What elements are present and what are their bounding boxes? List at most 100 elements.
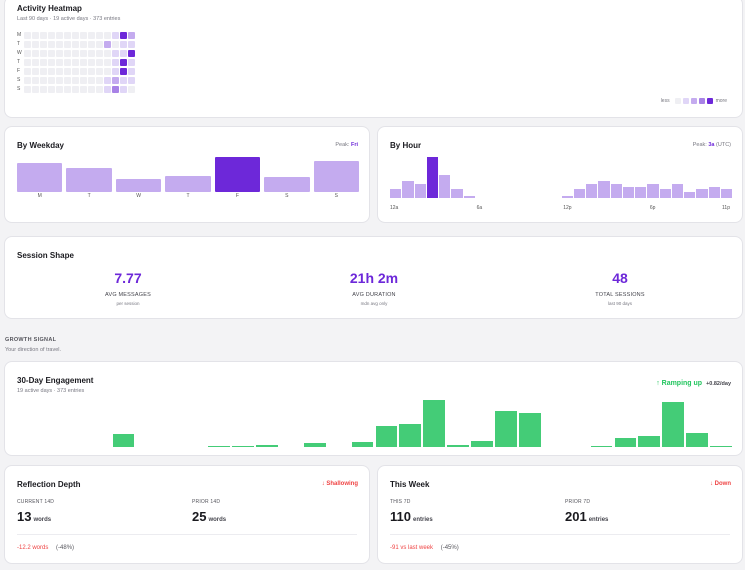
this-week-card: This Week ↓ Down THIS 7D 110 entries PRIO… <box>377 465 743 564</box>
heatmap-cell <box>96 76 103 84</box>
stat-total-sessions: 48 TOTAL SESSIONS last 90 days <box>497 270 743 306</box>
heatmap-cell <box>56 76 63 84</box>
hour-peak-suffix: (UTC) <box>716 142 731 148</box>
delta-value: -12.2 words <box>17 545 49 551</box>
heatmap-cell <box>48 67 55 75</box>
engagement-trend: ↑ Ramping up +0.82/day <box>656 380 731 387</box>
heatmap-cell <box>120 40 127 48</box>
delta-value: -91 vs last week <box>390 545 434 551</box>
hour-bar <box>684 191 696 198</box>
hour-bar <box>451 188 463 198</box>
reflection-prior: PRIOR 14D 25 words <box>192 499 226 524</box>
legend-cell <box>706 98 713 104</box>
heatmap-legend: less more <box>658 98 730 104</box>
heatmap-cell <box>128 58 135 66</box>
heatmap-title: Activity Heatmap <box>17 4 82 13</box>
heatmap-cell <box>64 67 71 75</box>
heatmap-cell <box>48 58 55 66</box>
heatmap-cell <box>64 49 71 57</box>
heatmap-cell <box>128 40 135 48</box>
hour-bar <box>635 186 647 198</box>
metric-number: 201 <box>565 509 587 524</box>
hour-tick-label: 6p <box>649 205 656 211</box>
heatmap-cell <box>104 49 111 57</box>
engagement-bar <box>351 442 374 447</box>
delta-percent: (-48%) <box>56 545 75 551</box>
engagement-title: 30-Day Engagement <box>17 376 94 385</box>
hour-bar <box>647 184 659 198</box>
hour-bar <box>402 180 414 198</box>
legend-cell <box>674 98 681 104</box>
heatmap-cell <box>72 67 79 75</box>
heatmap-cell <box>32 40 39 48</box>
stat-value: 21h 2m <box>349 270 399 286</box>
hour-bar <box>696 188 708 198</box>
heatmap-cell <box>72 40 79 48</box>
hour-bar <box>671 184 683 198</box>
weekday-bar <box>214 157 261 192</box>
heatmap-cell <box>56 85 63 93</box>
hour-bar <box>622 186 634 198</box>
heatmap-cell <box>72 85 79 93</box>
engagement-bar-chart <box>17 400 732 447</box>
heatmap-cell <box>64 40 71 48</box>
engagement-bar <box>232 446 254 447</box>
stat-avg-duration: 21h 2m AVG DURATION mdn avg only <box>251 270 497 306</box>
heatmap-cell <box>112 49 119 57</box>
heatmap-row: T <box>17 58 136 66</box>
hour-peak-label: Peak: <box>692 142 707 148</box>
heatmap-cell <box>80 40 87 48</box>
heatmap-day-label: W <box>17 50 22 56</box>
heatmap-cell <box>104 76 111 84</box>
heatmap-cell <box>88 40 95 48</box>
heatmap-cell <box>128 49 135 57</box>
stat-value: 7.77 <box>114 270 142 286</box>
heatmap-cell <box>72 31 79 39</box>
heatmap-row: S <box>17 85 136 93</box>
heatmap-cell <box>88 58 95 66</box>
heatmap-cell <box>32 58 39 66</box>
heatmap-cell <box>40 49 47 57</box>
weekday-label: W <box>136 193 141 199</box>
this-week-title: This Week <box>390 480 430 489</box>
heatmap-cell <box>24 49 31 57</box>
legend-less-label: less <box>660 98 670 104</box>
divider <box>390 534 730 535</box>
stat-label: AVG MESSAGES <box>104 292 151 298</box>
heatmap-cell <box>120 31 127 39</box>
metric-label: PRIOR 14D <box>192 499 221 505</box>
engagement-rate: +0.82/day <box>706 380 731 387</box>
weekday-peak: Peak: Fri <box>335 142 358 148</box>
hour-bar <box>720 188 732 198</box>
metric-unit: words <box>208 517 227 523</box>
stat-value: 48 <box>612 270 628 286</box>
by-weekday-card: By Weekday Peak: Fri M T W T F S S <box>4 126 370 223</box>
reflection-trend: ↓ Shallowing <box>321 481 358 487</box>
metric-number: 13 <box>17 509 32 524</box>
weekday-bar <box>66 168 112 192</box>
heatmap-day-label: S <box>17 86 21 92</box>
this-week-delta: -91 vs last week (-45%) <box>390 545 459 551</box>
stat-label: TOTAL SESSIONS <box>595 292 645 298</box>
engagement-trend-label: ↑ Ramping up <box>656 380 703 387</box>
heatmap-cell <box>56 67 63 75</box>
weekday-peak-label: Peak: <box>335 142 350 148</box>
heatmap-cell <box>104 31 111 39</box>
engagement-bar <box>638 435 661 447</box>
heatmap-cell <box>120 67 127 75</box>
heatmap-cell <box>88 67 95 75</box>
heatmap-row: S <box>17 76 136 84</box>
heatmap-day-label: T <box>17 59 21 65</box>
heatmap-cell <box>96 31 103 39</box>
heatmap-cell <box>48 49 55 57</box>
hour-bar <box>463 195 475 198</box>
engagement-bar <box>447 444 470 447</box>
legend-cell <box>698 98 705 104</box>
hour-bar <box>561 195 573 198</box>
metric-unit: entries <box>588 517 609 523</box>
heatmap-cell <box>88 85 95 93</box>
weekday-label: M <box>37 193 42 199</box>
heatmap-cell <box>72 58 79 66</box>
engagement-bar <box>112 434 135 447</box>
